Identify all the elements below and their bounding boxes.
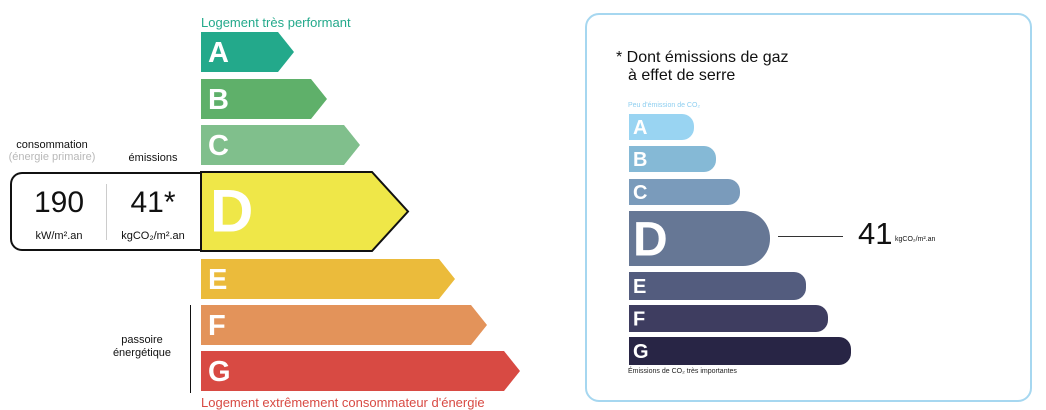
energy-class-bar-A [201,32,294,72]
ges-class-bar-C [629,179,740,205]
consumption-unit: kW/m².an [35,230,83,242]
ges-unit: kgCO₂/m².an [895,236,936,243]
energy-class-bar-F [201,305,487,345]
ges-title: * Dont émissions de gaz à effet de serre [616,49,789,85]
ges-class-bar-F [629,305,828,332]
ges-pointer-line [778,236,843,237]
ges-top-caption: Peu d'émission de CO₂ [628,102,701,109]
energy-class-bar-G [201,351,520,391]
ges-class-letter-E: E [633,276,646,298]
ges-title-line2: à effet de serre [628,67,736,84]
passoire-bracket [190,305,191,393]
ges-class-letter-A: A [633,117,647,139]
ges-class-letter-F: F [633,309,645,331]
energy-class-letter-D: D [210,178,253,245]
ges-class-letter-C: C [633,182,647,204]
consumption-subtitle: (énergie primaire) [8,151,96,163]
ges-value: 41 [858,216,893,251]
divider [106,184,107,240]
ges-panel [585,13,1032,402]
energy-class-letter-C: C [208,130,229,162]
emissions-unit: kgCO₂/m².an [121,230,185,242]
consumption-label: consommation (énergie primaire) [0,139,104,163]
ges-bottom-caption: Émissions de CO₂ très importantes [628,368,737,375]
consumption-value: 190 [33,186,85,219]
consumption-title: consommation [16,139,88,151]
bottom-caption: Logement extrêmement consommateur d'éner… [201,395,485,410]
energy-class-bar-D [200,171,410,252]
energy-class-bar-C [201,125,360,165]
energy-class-letter-B: B [208,84,229,116]
energy-class-letter-E: E [208,264,227,296]
energy-class-letter-A: A [208,37,229,69]
ges-class-bar-E [629,272,806,300]
ges-class-letter-B: B [633,149,647,171]
top-caption: Logement très performant [201,15,351,30]
energy-class-bar-E [201,259,455,299]
energy-class-letter-G: G [208,356,231,388]
emissions-label: émissions [128,152,178,164]
ges-class-letter-D: D [633,214,668,267]
ges-class-bar-G [629,337,851,365]
passoire-label: passoire énergétique [112,334,172,359]
ges-class-bar-D [629,211,770,266]
ges-class-bar-B [629,146,716,172]
ges-class-letter-G: G [633,341,649,363]
ges-class-bar-A [629,114,694,140]
values-box [10,172,202,251]
energy-class-letter-F: F [208,310,226,342]
energy-class-bar-B [201,79,327,119]
emissions-value: 41* [130,186,176,219]
ges-title-line1: * Dont émissions de gaz [616,49,789,66]
